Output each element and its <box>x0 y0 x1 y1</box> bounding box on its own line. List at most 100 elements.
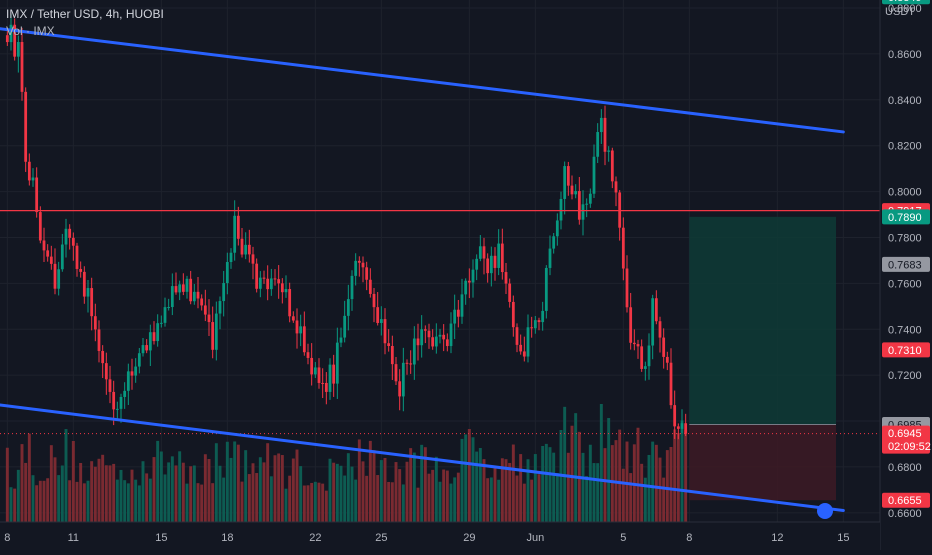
time-tick-label: 11 <box>68 532 79 544</box>
volume-bar <box>156 440 160 522</box>
volume-bar <box>669 446 673 522</box>
candle-body <box>57 269 61 289</box>
volume-label: Vol · IMX <box>6 24 55 38</box>
volume-bar <box>71 440 75 522</box>
candle-body <box>471 269 475 283</box>
volume-bar <box>192 465 196 522</box>
volume-bar <box>346 453 350 522</box>
time-tick-label: 15 <box>155 532 167 544</box>
volume-bar <box>530 479 534 522</box>
volume-bar <box>302 485 306 522</box>
candle-body <box>401 362 405 397</box>
candle-body <box>368 279 372 294</box>
candle-body <box>86 288 90 297</box>
candle-body <box>277 279 281 284</box>
volume-bar <box>35 485 39 522</box>
candle-body <box>68 228 72 238</box>
candle-body <box>284 289 288 293</box>
candle-body <box>112 391 116 410</box>
candle-body <box>328 364 332 392</box>
price-tag-countdown: 02:09:52 <box>888 441 931 453</box>
candle-body <box>229 252 233 263</box>
volume-bar <box>607 418 611 522</box>
candle-body <box>288 289 292 317</box>
candle-body <box>541 310 545 323</box>
time-tick-label: 29 <box>463 532 475 544</box>
volume-bar <box>321 483 325 522</box>
candle-body <box>394 364 398 382</box>
candle-body <box>258 277 262 289</box>
volume-bar <box>471 437 475 522</box>
volume-bar <box>651 441 655 522</box>
volume-bar <box>566 452 570 522</box>
volume-bar <box>46 478 50 522</box>
candle-body <box>610 150 614 182</box>
price-tick-label: 0.6600 <box>888 508 922 520</box>
candle-body <box>607 150 611 152</box>
candle-body <box>508 283 512 302</box>
volume-bar <box>379 460 383 522</box>
volume-bar <box>548 447 552 522</box>
candle-body <box>632 342 636 345</box>
time-tick-label: Jun <box>526 532 544 544</box>
candle-body <box>27 161 31 181</box>
candle-body <box>255 263 259 289</box>
candle-body <box>192 291 196 302</box>
volume-bar <box>108 465 112 522</box>
candle-body <box>570 185 574 195</box>
volume-bar <box>610 445 614 522</box>
volume-bar <box>115 479 119 522</box>
volume-bar <box>563 406 567 522</box>
price-tick-label: 0.8800 <box>888 3 922 15</box>
price-tick-label: 0.7800 <box>888 232 922 244</box>
volume-bar <box>541 445 545 522</box>
currency-label: USDT <box>885 6 915 18</box>
volume-bar <box>445 470 449 522</box>
volume-bar <box>53 457 57 522</box>
volume-bar <box>570 425 574 522</box>
candle-body <box>552 236 556 249</box>
volume-bar <box>629 473 633 522</box>
candle-body <box>321 382 325 384</box>
candle-body <box>5 35 9 43</box>
candle-body <box>449 323 453 347</box>
candle-body <box>438 334 442 337</box>
candle-body <box>533 320 537 329</box>
volume-bar <box>174 465 178 522</box>
volume-bar <box>13 488 17 522</box>
time-axis-bg <box>0 522 880 550</box>
candle-body <box>555 220 559 237</box>
horizontal-lines <box>0 210 880 435</box>
volume-bar <box>229 457 233 522</box>
volume-bar <box>64 429 68 522</box>
candle-body <box>302 326 306 353</box>
candle-body <box>585 203 589 205</box>
volume-bar <box>317 482 321 522</box>
candle-body <box>24 91 28 162</box>
candle-body <box>317 367 321 383</box>
candle-body <box>390 346 394 365</box>
volume-bar <box>625 441 629 522</box>
volume-bar <box>420 444 424 522</box>
volume-bar <box>390 482 394 522</box>
volume-bar <box>152 457 156 522</box>
candle-body <box>467 280 471 283</box>
volume-bar <box>60 465 64 522</box>
candle-body <box>636 344 640 347</box>
volume-bar <box>313 481 317 522</box>
volume-bar <box>251 463 255 522</box>
volume-bar <box>508 462 512 522</box>
volume-bar <box>511 444 515 522</box>
candle-body <box>266 278 270 290</box>
price-tag-label: 0.8849 <box>888 0 922 4</box>
candle-body <box>295 320 299 334</box>
candle-body <box>376 307 380 323</box>
price-tick-label: 0.8000 <box>888 187 922 199</box>
candle-body <box>445 339 449 347</box>
candle-body <box>310 357 314 375</box>
volume-bar <box>665 450 669 522</box>
candle-body <box>170 286 174 308</box>
candle-body <box>493 255 497 268</box>
